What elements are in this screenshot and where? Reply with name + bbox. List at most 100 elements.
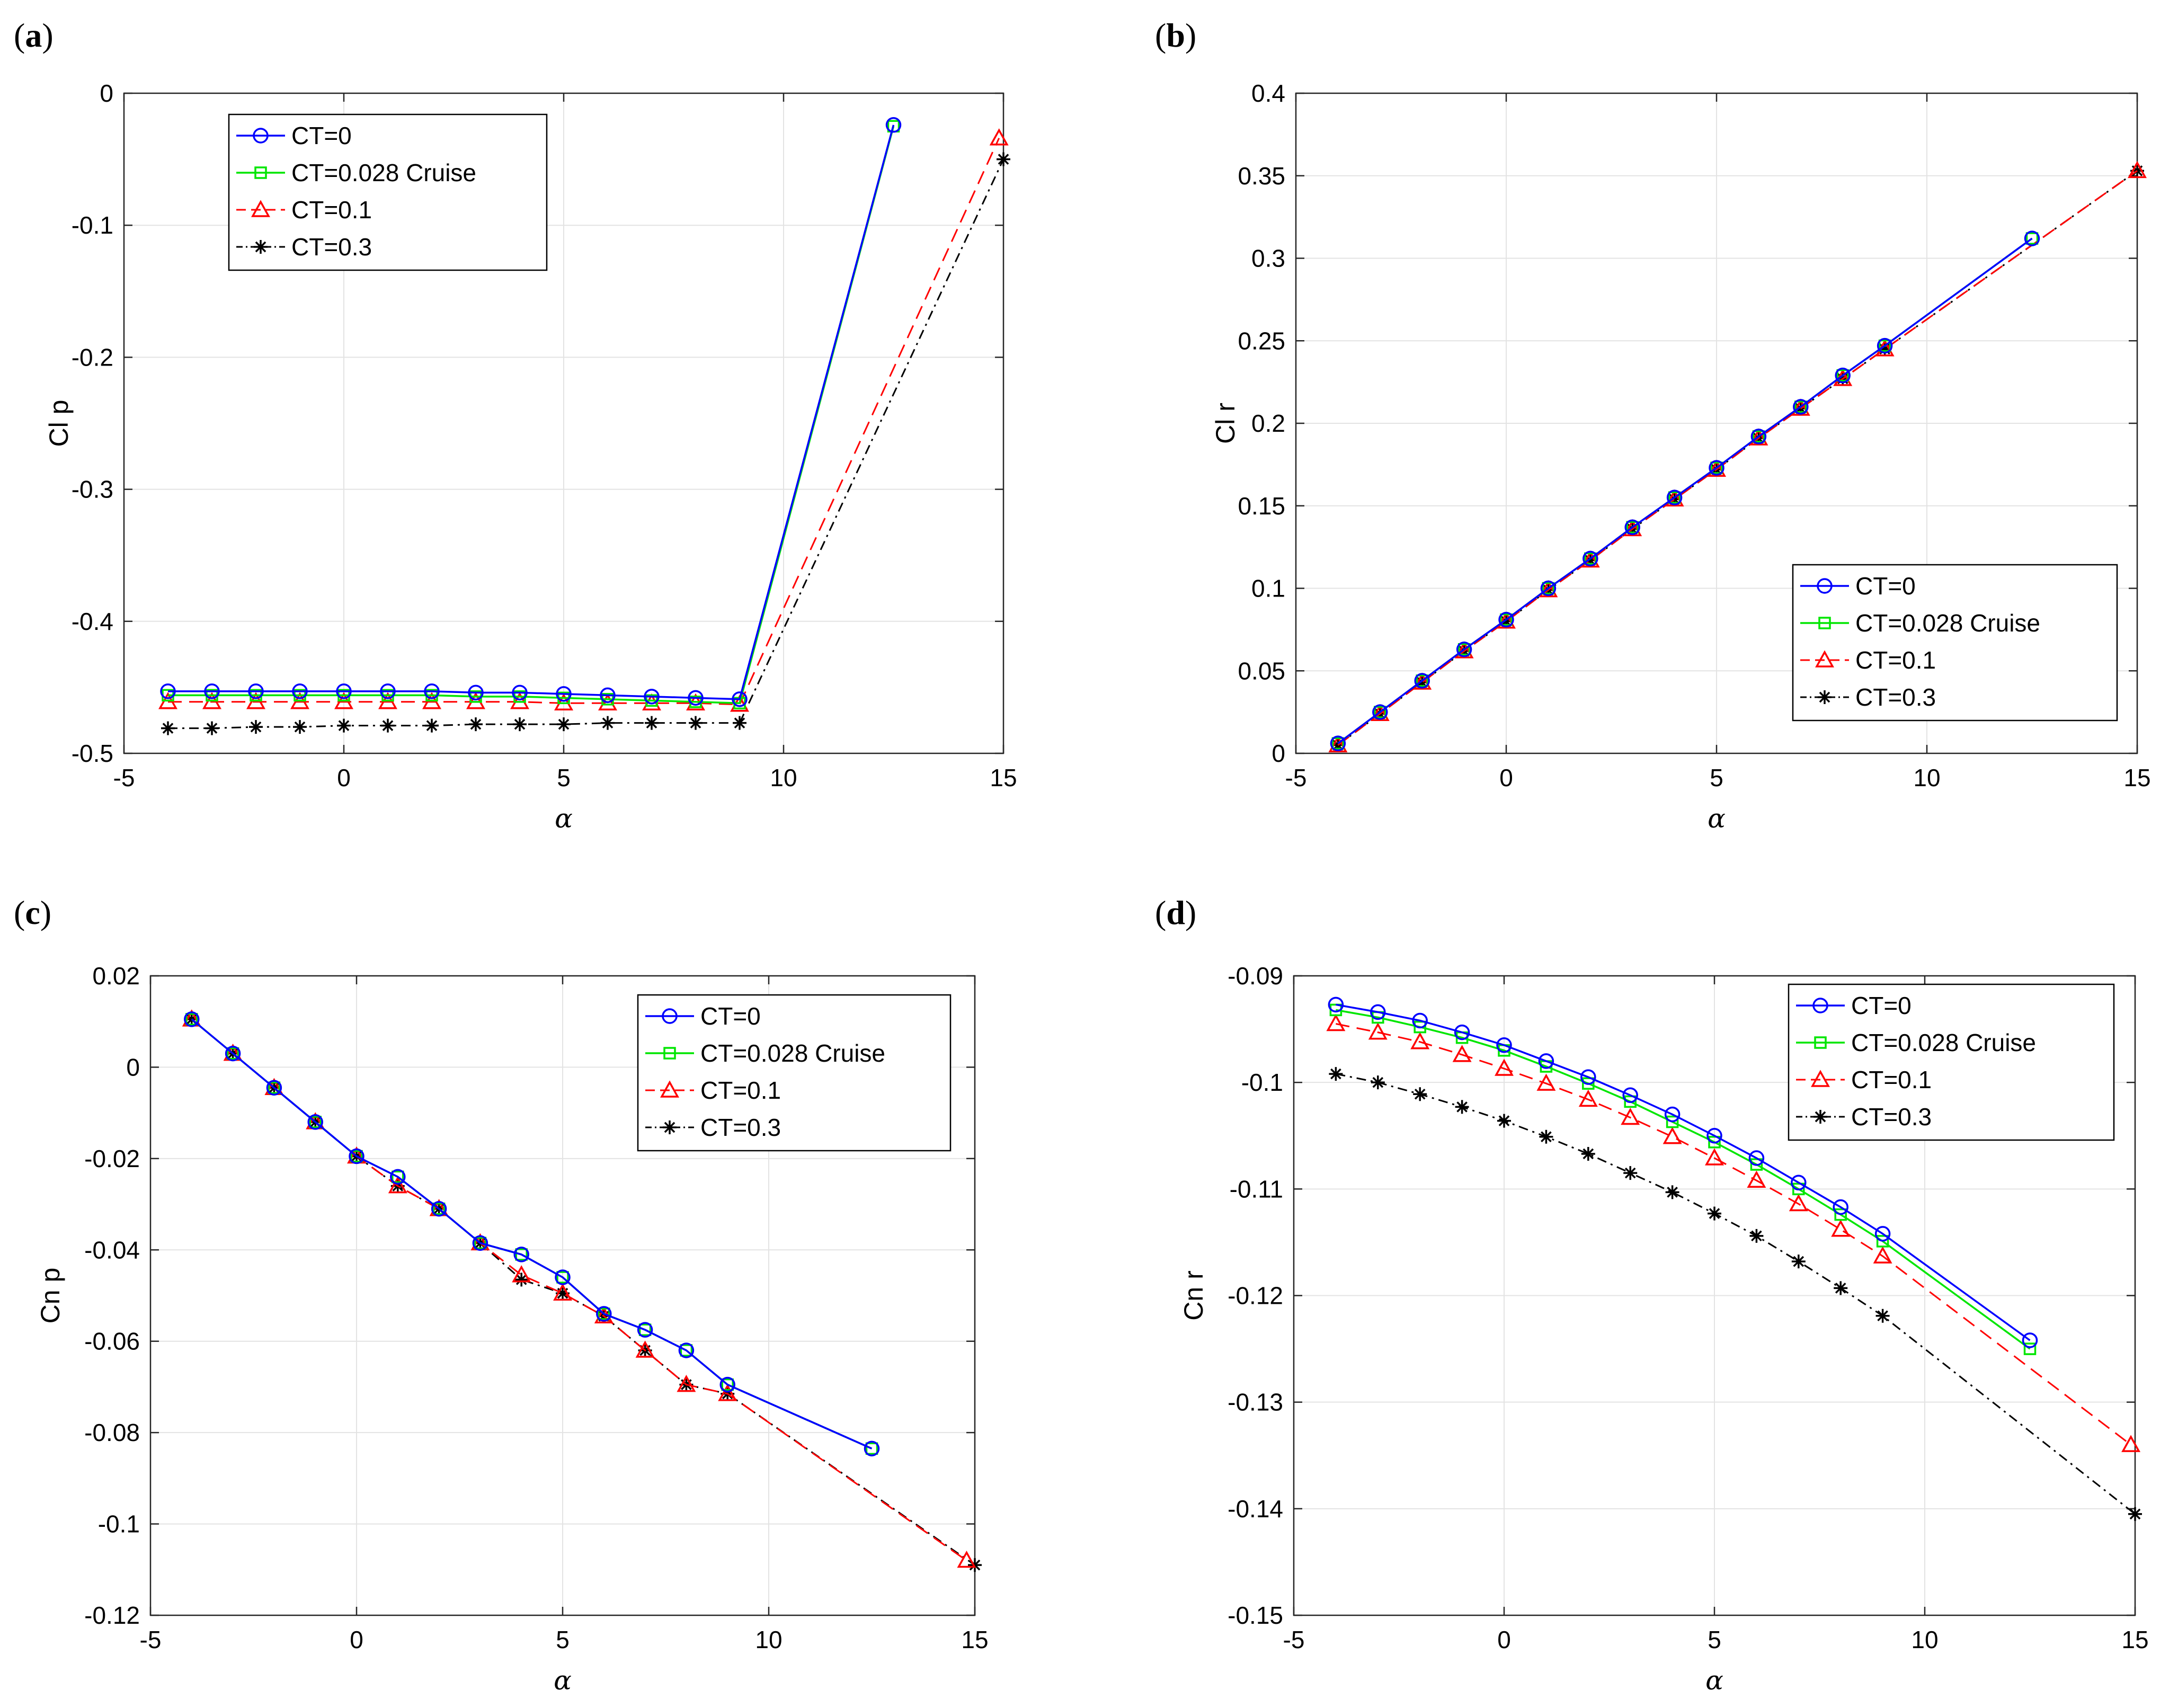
data-point [1414, 1020, 1426, 1034]
data-point [1497, 611, 1516, 629]
legend-label: CT=0.1 [291, 196, 372, 224]
data-point [1878, 339, 1891, 352]
y-axis-title: Cl p [44, 400, 74, 447]
data-point [1665, 489, 1684, 507]
series-ct-0 [184, 1011, 880, 1457]
data-point [1750, 1158, 1763, 1171]
legend-marker [1814, 1036, 1827, 1049]
y-tick-label: 0.2 [1251, 410, 1285, 437]
data-point [557, 717, 571, 732]
y-tick-label: 0.4 [1251, 79, 1285, 107]
data-point [468, 684, 484, 701]
data-point [513, 717, 527, 732]
y-tick-label: -0.15 [1228, 1602, 1283, 1629]
y-axis-title: Cn p [35, 1268, 65, 1324]
data-point [1835, 367, 1851, 384]
data-point [2128, 161, 2147, 179]
data-point [515, 1248, 528, 1261]
x-tick-label: -5 [113, 764, 135, 791]
data-point [2023, 1342, 2037, 1355]
data-point [1370, 704, 1390, 721]
legend: CT=0 CT=0.028 Cruise CT=0.1 CT=0.3 [228, 113, 548, 271]
data-point [184, 1011, 200, 1027]
y-tick-label: 0 [100, 79, 113, 107]
y-tick-label: 0 [126, 1053, 140, 1081]
data-point [718, 1384, 737, 1401]
panel-label-c: (c) [14, 894, 51, 931]
x-axis-title: α [1708, 803, 1726, 834]
data-point [1624, 1095, 1637, 1108]
y-tick-label: -0.3 [72, 476, 113, 503]
legend-label: CT=0.1 [1851, 1066, 1932, 1093]
data-point [677, 1375, 696, 1392]
data-point [1834, 1281, 1848, 1295]
data-point [1578, 1089, 1598, 1107]
legend-label: CT=0.028 Cruise [1855, 609, 2040, 637]
data-point [1580, 1069, 1596, 1085]
data-point [688, 690, 704, 706]
series-line [168, 124, 895, 700]
data-point [1708, 1136, 1721, 1149]
data-point [307, 1114, 323, 1130]
data-point [1539, 1129, 1553, 1144]
data-point [474, 1236, 487, 1250]
legend-box [637, 994, 952, 1152]
data-point [1664, 1106, 1681, 1123]
data-point [1793, 399, 1809, 415]
data-point [1707, 459, 1726, 477]
y-axis-title: Cl r [1211, 403, 1240, 444]
y-tick-label: -0.12 [1228, 1282, 1283, 1310]
y-tick-label: 0 [1272, 740, 1285, 767]
legend-marker [1814, 1110, 1827, 1124]
x-tick-label: 0 [1497, 1626, 1511, 1653]
legend-marker [662, 1008, 678, 1024]
chart-cn-r: -5 0 5 10 15 -0.09 -0.1 -0.11 -0.12 -0.13 -0.14 -0.… [1179, 962, 2149, 1696]
data-point [309, 1116, 322, 1128]
series-line [191, 1018, 873, 1449]
data-point [637, 1322, 653, 1338]
plot-frame [123, 92, 1005, 754]
data-point [1416, 674, 1428, 687]
data-point [1370, 1004, 1386, 1020]
legend-label: CT=0.3 [1855, 683, 1936, 711]
data-point [600, 687, 616, 704]
x-tick-label: 0 [350, 1626, 363, 1653]
data-point [556, 1271, 569, 1284]
data-point [1836, 369, 1849, 382]
data-point [1412, 1012, 1428, 1029]
data-point [1455, 1100, 1469, 1114]
data-point [1415, 675, 1429, 690]
legend-label: CT=0 [700, 1002, 761, 1030]
data-point [968, 1558, 982, 1572]
data-point [161, 721, 175, 735]
data-point [1623, 519, 1642, 537]
data-point [204, 683, 220, 699]
series-line [1336, 1023, 2131, 1446]
data-point [865, 1442, 878, 1455]
data-point [1410, 1032, 1430, 1049]
data-point [1326, 1013, 1346, 1031]
x-tick-label: 5 [1708, 1626, 1721, 1653]
x-tick-label: 5 [1710, 764, 1723, 791]
data-point [1667, 492, 1682, 506]
data-point [160, 683, 176, 699]
data-point [1456, 642, 1472, 657]
data-point [644, 689, 660, 705]
data-point [1794, 401, 1807, 413]
legend-marker [254, 240, 268, 254]
data-point [1583, 550, 1598, 567]
data-point [2024, 230, 2040, 246]
x-tick-label: -5 [1285, 764, 1307, 791]
x-axis-title: α [1705, 1665, 1723, 1696]
legend-marker [663, 1120, 677, 1134]
legend-box [1788, 983, 2115, 1141]
data-point [1876, 1235, 1889, 1248]
data-point [390, 1169, 406, 1185]
data-point [1663, 1127, 1682, 1144]
legend-label: CT=0.1 [700, 1077, 781, 1104]
y-tick-label: -0.08 [84, 1419, 140, 1446]
series-line [1337, 237, 2033, 744]
y-tick-label: -0.2 [72, 343, 113, 371]
legend-label: CT=0 [1851, 992, 1912, 1019]
data-point [1368, 1022, 1388, 1040]
